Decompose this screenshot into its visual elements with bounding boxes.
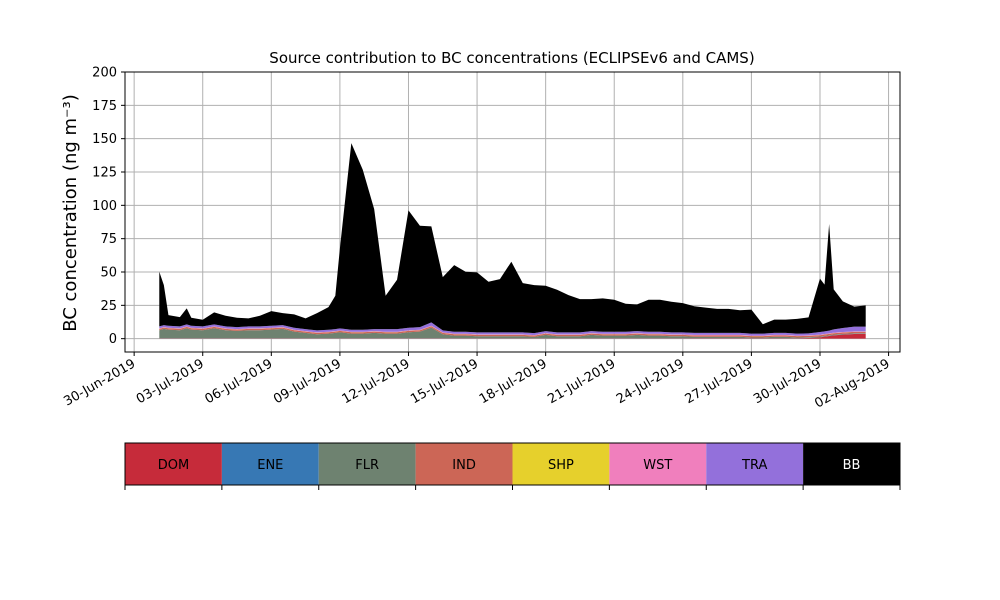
stacked-areas <box>159 143 866 339</box>
area-ind <box>159 326 866 338</box>
x-tick-label-11: 02-Aug-2019 <box>812 356 892 411</box>
legend-swatch-wst <box>609 443 707 485</box>
y-tick-label-0: 0 <box>109 332 117 347</box>
y-tick-label-3: 75 <box>100 232 117 247</box>
legend-swatch-flr <box>318 443 416 485</box>
y-tick-label-2: 50 <box>100 266 117 281</box>
legend-label-dom: DOM <box>158 458 189 473</box>
x-tick-label-1: 03-Jul-2019 <box>134 356 207 407</box>
x-tick-label-7: 21-Jul-2019 <box>545 356 618 407</box>
legend-swatch-dom <box>125 443 222 485</box>
area-wst <box>159 325 866 336</box>
x-tick-label-8: 24-Jul-2019 <box>614 356 687 407</box>
y-tick-label-8: 200 <box>92 66 117 81</box>
legend-label-flr: FLR <box>355 458 379 473</box>
x-tick-label-0: 30-Jun-2019 <box>61 356 138 409</box>
legend-label-ene: ENE <box>257 458 283 473</box>
y-axis-label: BC concentration (ng m⁻³) <box>60 94 81 332</box>
y-tick-label-7: 175 <box>92 99 117 114</box>
y-tick-label-5: 125 <box>92 166 117 181</box>
x-tick-label-4: 12-Jul-2019 <box>340 356 413 407</box>
legend-swatch-shp <box>512 443 610 485</box>
x-tick-label-3: 09-Jul-2019 <box>271 356 344 407</box>
y-tick-label-6: 150 <box>92 132 117 147</box>
legend-label-shp: SHP <box>548 458 574 473</box>
legend-swatch-ind <box>415 443 513 485</box>
legend-label-ind: IND <box>452 458 476 473</box>
area-tra <box>159 322 866 336</box>
y-axis-ticks: 0 25 50 75 100 125 150 175 200 <box>92 66 125 347</box>
x-tick-label-5: 15-Jul-2019 <box>408 356 481 407</box>
legend-label-wst: WST <box>643 458 672 473</box>
legend-label-tra: TRA <box>741 458 767 473</box>
y-tick-label-1: 25 <box>100 299 117 314</box>
chart-title: Source contribution to BC concentrations… <box>269 49 754 67</box>
legend-swatch-ene <box>221 443 319 485</box>
legend-swatch-tra <box>706 443 804 485</box>
y-tick-label-4: 100 <box>92 199 117 214</box>
x-tick-label-2: 06-Jul-2019 <box>202 356 275 407</box>
legend-label-bb: BB <box>843 458 861 473</box>
area-bb <box>159 143 866 334</box>
x-axis-ticks: 30-Jun-201903-Jul-201906-Jul-201909-Jul-… <box>61 352 893 412</box>
area-flr <box>159 327 866 339</box>
source-legend-colorbar: DOM ENE FLR IND SHP WST TRA BB <box>124 442 901 490</box>
legend-swatch-bb <box>803 443 900 485</box>
x-tick-label-9: 27-Jul-2019 <box>683 356 756 407</box>
x-tick-label-6: 18-Jul-2019 <box>477 356 550 407</box>
plot-frame <box>124 71 901 353</box>
